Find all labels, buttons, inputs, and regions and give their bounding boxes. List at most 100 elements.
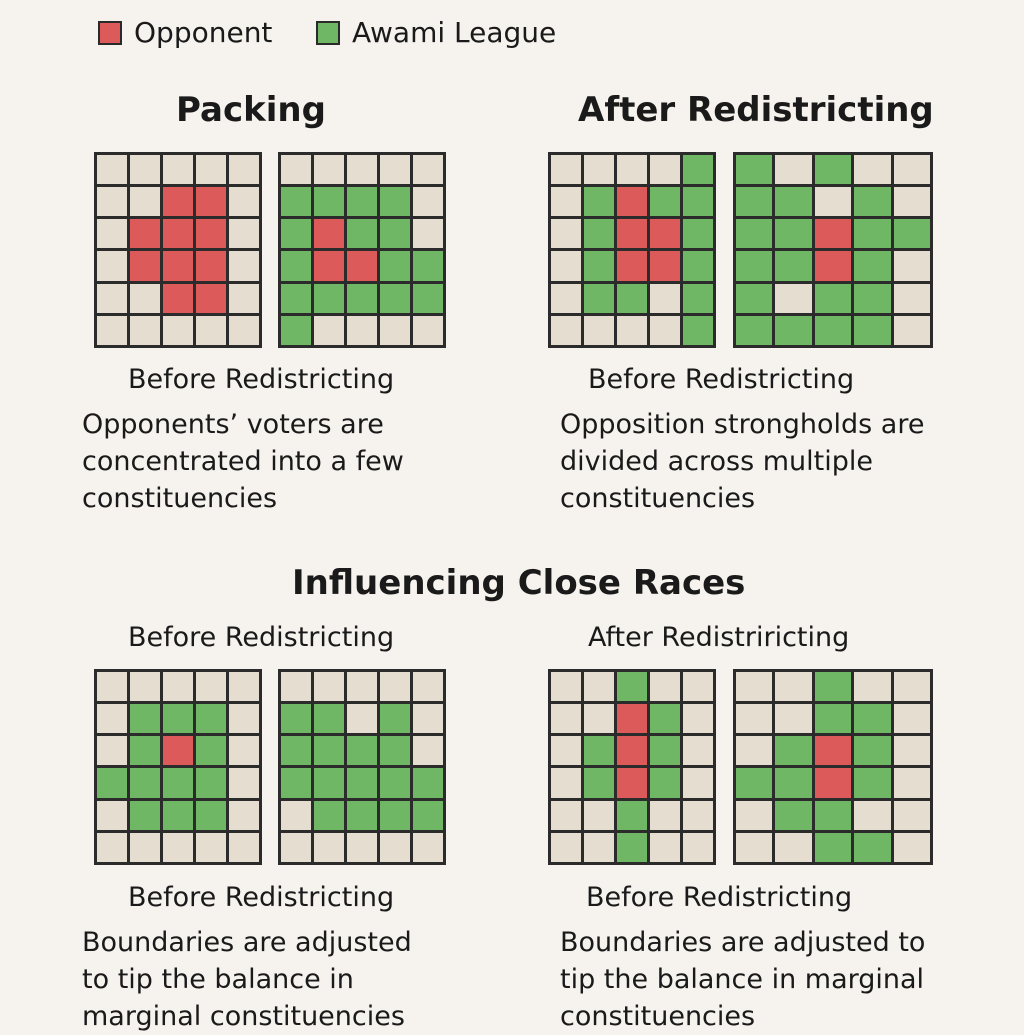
- awami-league-cell: [775, 800, 812, 830]
- awami-league-cell: [854, 736, 891, 766]
- awami-league-cell: [281, 315, 311, 345]
- awami-league-cell: [775, 219, 812, 249]
- empty-cell: [650, 315, 680, 345]
- empty-cell: [551, 187, 581, 217]
- empty-cell: [893, 672, 930, 702]
- empty-cell: [893, 155, 930, 185]
- awami-league-cell: [413, 768, 443, 798]
- empty-cell: [551, 768, 581, 798]
- empty-cell: [683, 768, 713, 798]
- awami-league-cell: [736, 219, 773, 249]
- awami-league-cell: [196, 800, 226, 830]
- empty-cell: [229, 315, 259, 345]
- empty-cell: [281, 832, 311, 862]
- empty-cell: [854, 155, 891, 185]
- empty-cell: [683, 704, 713, 734]
- awami-league-cell: [584, 736, 614, 766]
- empty-cell: [130, 832, 160, 862]
- empty-cell: [551, 832, 581, 862]
- empty-cell: [736, 736, 773, 766]
- empty-cell: [196, 315, 226, 345]
- awami-league-cell: [380, 768, 410, 798]
- after-grid-right: [733, 152, 933, 348]
- opponent-cell: [163, 187, 193, 217]
- awami-league-cell: [736, 155, 773, 185]
- empty-cell: [775, 283, 812, 313]
- empty-cell: [413, 704, 443, 734]
- empty-cell: [130, 187, 160, 217]
- awami-league-cell: [736, 187, 773, 217]
- empty-cell: [196, 155, 226, 185]
- legend-opponent: Opponent: [98, 16, 272, 49]
- empty-cell: [281, 800, 311, 830]
- awami-league-cell: [650, 768, 680, 798]
- empty-cell: [97, 219, 127, 249]
- awami-league-cell: [650, 736, 680, 766]
- empty-cell: [347, 704, 377, 734]
- empty-cell: [775, 832, 812, 862]
- awami-league-cell: [380, 187, 410, 217]
- empty-cell: [97, 704, 127, 734]
- empty-cell: [775, 155, 812, 185]
- empty-cell: [854, 672, 891, 702]
- empty-cell: [551, 251, 581, 281]
- empty-cell: [281, 155, 311, 185]
- opponent-cell: [163, 736, 193, 766]
- close-before-grid-right: [278, 669, 446, 865]
- awami-league-cell: [413, 283, 443, 313]
- empty-cell: [413, 315, 443, 345]
- opponent-cell: [163, 251, 193, 281]
- empty-cell: [97, 800, 127, 830]
- empty-cell: [413, 672, 443, 702]
- awami-league-cell: [380, 283, 410, 313]
- awami-league-cell: [281, 187, 311, 217]
- empty-cell: [380, 832, 410, 862]
- legend-awami-league-label: Awami League: [352, 16, 557, 49]
- empty-cell: [347, 315, 377, 345]
- empty-cell: [854, 800, 891, 830]
- empty-cell: [683, 672, 713, 702]
- awami-league-cell: [314, 187, 344, 217]
- empty-cell: [683, 832, 713, 862]
- awami-league-cell: [814, 672, 852, 702]
- awami-league-cell: [380, 219, 410, 249]
- close-after-grid-right: [733, 669, 933, 865]
- packing-caption: Before Redistricting: [128, 364, 395, 395]
- awami-league-cell: [854, 315, 891, 345]
- empty-cell: [413, 155, 443, 185]
- opponent-cell: [314, 219, 344, 249]
- opponent-cell: [314, 251, 344, 281]
- after-grid-left: [548, 152, 716, 348]
- empty-cell: [380, 672, 410, 702]
- opponent-cell: [617, 736, 647, 766]
- awami-league-cell: [347, 800, 377, 830]
- empty-cell: [893, 768, 930, 798]
- packing-description: Opponents’ voters are concentrated into …: [82, 409, 404, 514]
- awami-league-cell: [893, 219, 930, 249]
- awami-league-cell: [854, 187, 891, 217]
- empty-cell: [551, 155, 581, 185]
- awami-league-cell: [683, 219, 713, 249]
- opponent-swatch: [98, 20, 122, 45]
- opponent-cell: [650, 219, 680, 249]
- awami-league-cell: [281, 736, 311, 766]
- empty-cell: [97, 736, 127, 766]
- awami-league-cell: [380, 704, 410, 734]
- empty-cell: [97, 187, 127, 217]
- empty-cell: [196, 672, 226, 702]
- awami-league-cell: [617, 800, 647, 830]
- empty-cell: [347, 832, 377, 862]
- empty-cell: [314, 672, 344, 702]
- legend-awami-league: Awami League: [316, 16, 556, 49]
- opponent-cell: [196, 187, 226, 217]
- awami-league-cell: [584, 219, 614, 249]
- empty-cell: [893, 704, 930, 734]
- empty-cell: [97, 832, 127, 862]
- awami-league-cell: [854, 219, 891, 249]
- awami-league-cell: [854, 832, 891, 862]
- awami-league-cell: [736, 251, 773, 281]
- awami-league-cell: [584, 251, 614, 281]
- opponent-cell: [814, 219, 852, 249]
- close-after-caption: Before Redistricting: [586, 882, 853, 913]
- awami-league-cell: [814, 704, 852, 734]
